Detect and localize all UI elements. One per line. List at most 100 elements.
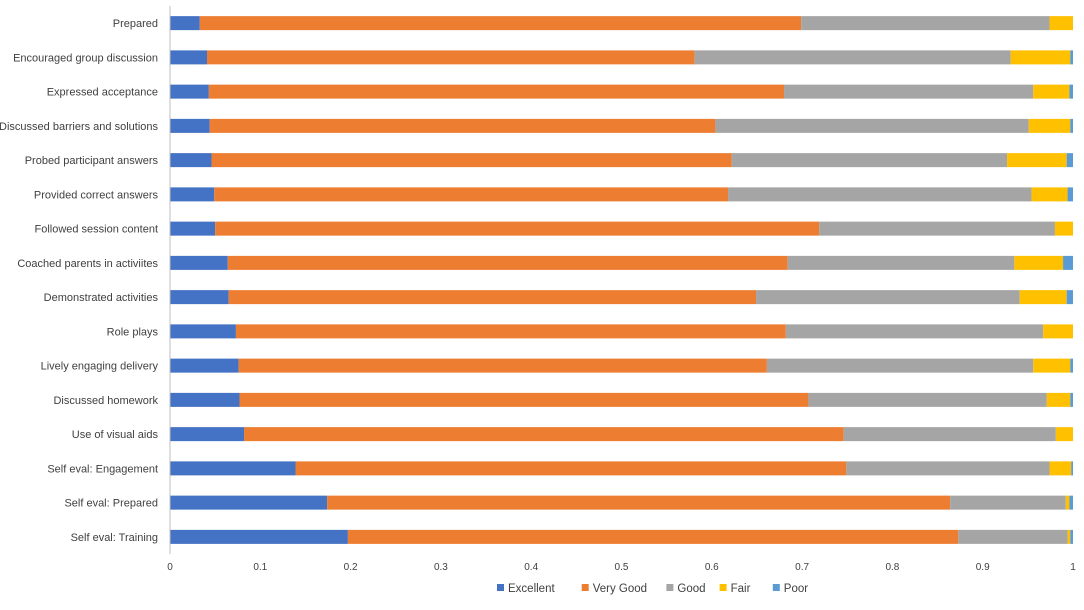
bar-good-followed-session-content [819,221,1055,236]
x-tick-label: 0 [167,562,173,573]
bar-fair-followed-session-content [1054,221,1073,236]
category-label: Expressed acceptance [47,87,158,99]
category-label: Discussed barriers and solutions [0,121,158,133]
bar-very-good-provided-correct-answers [214,187,729,202]
bar-excellent-expressed-acceptance [170,84,209,99]
bar-excellent-lively-engaging-delivery [170,358,239,373]
bar-very-good-expressed-acceptance [208,84,785,99]
bar-fair-discussed-homework [1046,392,1071,407]
bar-poor-discussed-barriers-and-solutions [1070,118,1073,133]
category-label: Prepared [113,18,158,30]
bar-excellent-demonstrated-activities [170,290,229,305]
bar-poor-lively-engaging-delivery [1070,358,1073,373]
bar-fair-role-plays [1043,324,1073,339]
bar-excellent-coached-parents-in-activiites [170,255,228,270]
legend-label-excellent: Excellent [508,583,555,595]
legend-swatch-excellent [497,584,504,591]
legend-swatch-poor [772,584,780,591]
bar-very-good-encouraged-group-discussion [207,50,695,65]
bar-fair-use-of-visual-aids [1055,427,1073,442]
bar-poor-encouraged-group-discussion [1070,50,1073,65]
bar-very-good-use-of-visual-aids [244,427,844,442]
bar-very-good-self-eval-engagement [295,461,847,476]
bar-fair-probed-participant-answers [1007,153,1067,168]
bar-good-probed-participant-answers [731,153,1008,168]
bar-very-good-self-eval-prepared [327,495,951,510]
x-tick-label: 0.3 [434,562,448,573]
bar-fair-self-eval-prepared [1065,495,1070,510]
legend-swatch-fair [719,584,727,591]
bar-poor-provided-correct-answers [1067,187,1073,202]
bar-fair-discussed-barriers-and-solutions [1028,118,1071,133]
category-label: Coached parents in activiites [17,258,158,270]
bar-good-provided-correct-answers [728,187,1032,202]
bar-good-expressed-acceptance [784,84,1034,99]
x-tick-label: 0.2 [344,562,358,573]
bar-very-good-coached-parents-in-activiites [227,255,788,270]
bars-layer [170,16,1073,544]
bar-good-demonstrated-activities [756,290,1020,305]
bar-fair-prepared [1049,16,1073,31]
bar-excellent-self-eval-engagement [170,461,296,476]
x-tick-label: 0.7 [795,562,809,573]
legend-label-good: Good [677,583,705,595]
x-tick-label: 0.8 [885,562,899,573]
bar-excellent-encouraged-group-discussion [170,50,208,65]
category-label: Followed session content [34,224,158,236]
category-label: Demonstrated activities [44,292,159,304]
bar-excellent-prepared [170,16,200,31]
bar-excellent-probed-participant-answers [170,153,212,168]
bar-fair-expressed-acceptance [1033,84,1070,99]
category-label: Lively engaging delivery [41,361,159,373]
bar-good-use-of-visual-aids [843,427,1056,442]
bar-fair-encouraged-group-discussion [1010,50,1071,65]
bar-good-discussed-homework [808,392,1047,407]
legend-label-poor: Poor [784,583,808,595]
x-tick-label: 0.6 [705,562,719,573]
legend-swatch-very-good [581,584,589,591]
bar-very-good-lively-engaging-delivery [238,358,767,373]
bar-fair-provided-correct-answers [1031,187,1068,202]
bar-very-good-probed-participant-answers [211,153,732,168]
x-tick-label: 0.5 [615,562,629,573]
bar-good-role-plays [785,324,1044,339]
bar-good-encouraged-group-discussion [694,50,1011,65]
bar-poor-demonstrated-activities [1066,290,1073,305]
legend-label-very-good: Very Good [593,583,647,595]
bar-poor-discussed-homework [1070,392,1073,407]
bar-poor-self-eval-engagement [1071,461,1073,476]
category-label: Encouraged group discussion [13,52,158,64]
category-label: Self eval: Prepared [64,498,158,510]
category-label: Self eval: Engagement [47,463,158,475]
category-labels: Prepared Encouraged group discussion Expre… [0,18,158,544]
bar-good-prepared [801,16,1050,31]
bar-good-self-eval-training [958,529,1068,544]
x-tick-label: 0.4 [524,562,538,573]
bar-excellent-provided-correct-answers [170,187,215,202]
bar-very-good-followed-session-content [215,221,820,236]
x-tick-label: 0.9 [976,562,990,573]
category-label: Role plays [107,326,159,338]
bar-poor-coached-parents-in-activiites [1063,255,1073,270]
bar-excellent-use-of-visual-aids [170,427,245,442]
legend-label-fair: Fair [731,583,751,595]
x-tick-labels: 0 0.1 0.2 0.3 0.4 0.5 0.6 0.7 0.8 0.9 1 [167,562,1076,573]
category-label: Self eval: Training [71,532,158,544]
bar-poor-expressed-acceptance [1069,84,1073,99]
category-label: Discussed homework [53,395,158,407]
x-tick-label: 1 [1070,562,1076,573]
category-label: Use of visual aids [72,429,159,441]
bar-fair-self-eval-engagement [1049,461,1072,476]
bar-poor-probed-participant-answers [1066,153,1073,168]
bar-excellent-followed-session-content [170,221,216,236]
bar-excellent-discussed-homework [170,392,240,407]
bar-excellent-role-plays [170,324,236,339]
bar-fair-self-eval-training [1067,529,1071,544]
legend-swatch-good [666,584,674,591]
x-tick-label: 0.1 [253,562,267,573]
category-label: Provided correct answers [34,189,159,201]
bar-fair-demonstrated-activities [1019,290,1067,305]
bar-excellent-self-eval-training [170,529,348,544]
